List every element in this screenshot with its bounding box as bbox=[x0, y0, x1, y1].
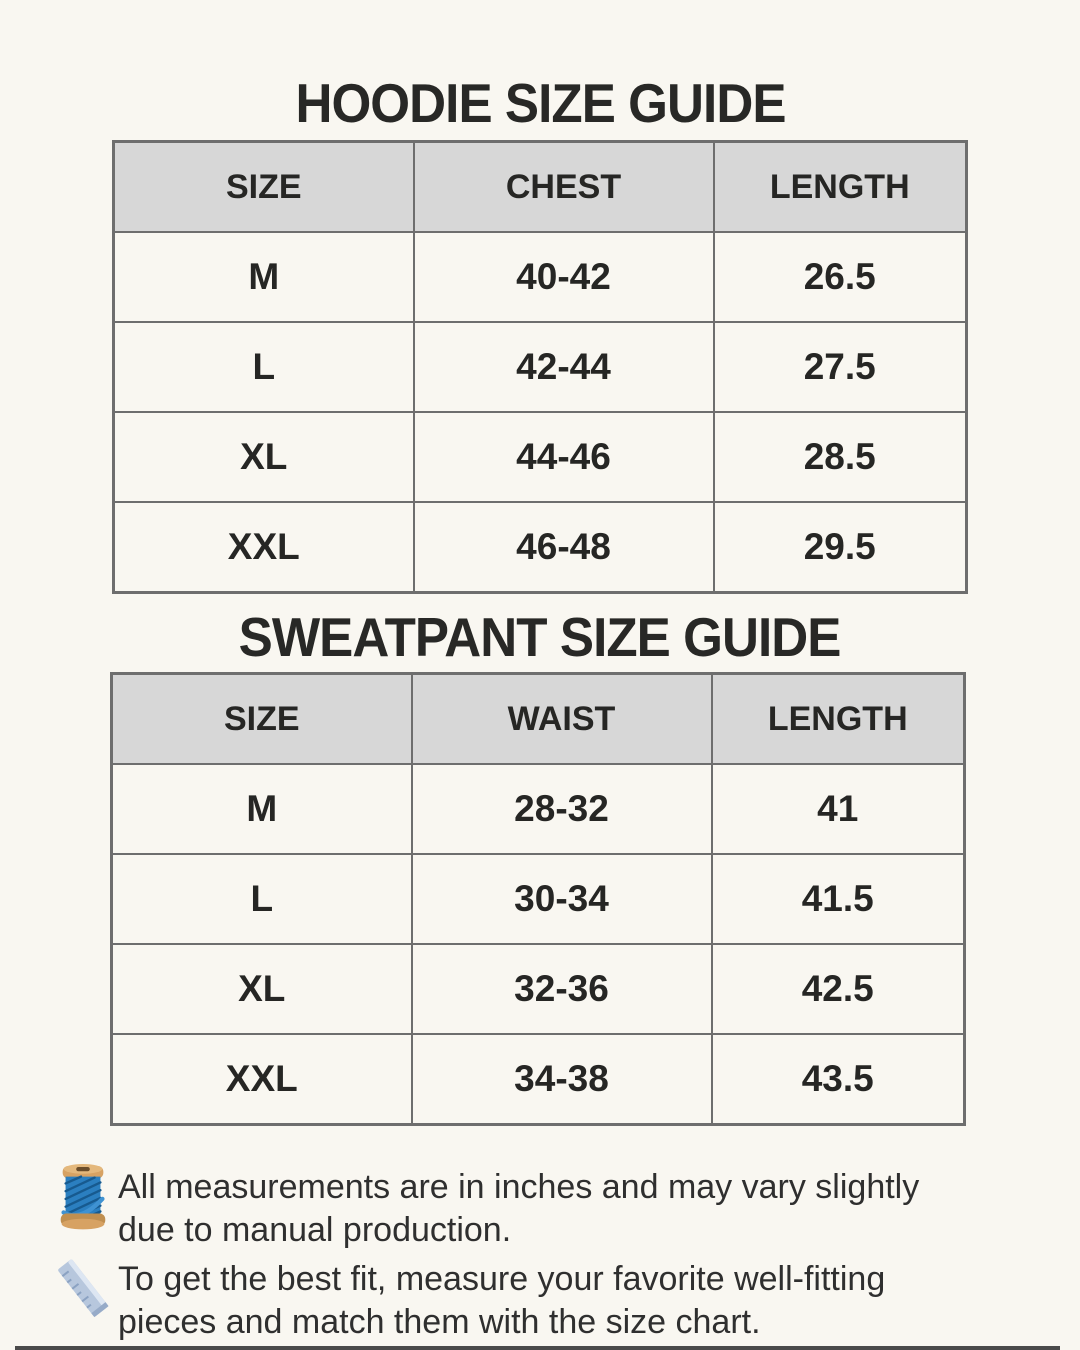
waist-cell: 34-38 bbox=[410, 1033, 713, 1126]
table-row: XXL 34-38 43.5 bbox=[110, 1033, 966, 1126]
length-cell: 29.5 bbox=[712, 501, 968, 594]
hoodie-col-length: LENGTH bbox=[712, 140, 968, 233]
hoodie-col-size: SIZE bbox=[112, 140, 415, 233]
length-cell: 27.5 bbox=[712, 321, 968, 413]
sweatpant-col-waist: WAIST bbox=[410, 672, 713, 765]
cutoff-divider bbox=[15, 1346, 1060, 1350]
thread-spool-icon bbox=[48, 1160, 118, 1232]
chest-cell: 40-42 bbox=[412, 231, 715, 323]
table-row: XL 32-36 42.5 bbox=[110, 943, 966, 1035]
size-cell: L bbox=[112, 321, 415, 413]
sweatpant-size-table: SIZE WAIST LENGTH M 28-32 41 L 30-34 41.… bbox=[110, 672, 966, 1126]
table-row: XXL 46-48 29.5 bbox=[112, 501, 968, 594]
note-line: All measurements are in inches and may v… bbox=[118, 1168, 920, 1206]
chest-cell: 46-48 bbox=[412, 501, 715, 594]
size-cell: XL bbox=[110, 943, 413, 1035]
hoodie-size-table: SIZE CHEST LENGTH M 40-42 26.5 L 42-44 2… bbox=[112, 140, 968, 594]
waist-cell: 28-32 bbox=[410, 763, 713, 855]
ruler-icon bbox=[48, 1252, 118, 1324]
footer-notes: All measurements are in inches and may v… bbox=[48, 1160, 1038, 1344]
note-measurements: All measurements are in inches and may v… bbox=[48, 1160, 1038, 1252]
length-cell: 41 bbox=[710, 763, 966, 855]
note-line: pieces and match them with the size char… bbox=[118, 1303, 761, 1341]
length-cell: 41.5 bbox=[710, 853, 966, 945]
note-fit-text: To get the best fit, measure your favori… bbox=[118, 1252, 885, 1344]
hoodie-guide-title: HOODIE SIZE GUIDE bbox=[0, 76, 1080, 131]
chest-cell: 42-44 bbox=[412, 321, 715, 413]
note-line: To get the best fit, measure your favori… bbox=[118, 1260, 886, 1298]
size-cell: XXL bbox=[112, 501, 415, 594]
size-cell: M bbox=[112, 231, 415, 323]
hoodie-header-row: SIZE CHEST LENGTH bbox=[112, 140, 968, 233]
length-cell: 28.5 bbox=[712, 411, 968, 503]
length-cell: 43.5 bbox=[710, 1033, 966, 1126]
note-line: due to manual production. bbox=[118, 1211, 512, 1249]
hoodie-guide-title-text: HOODIE SIZE GUIDE bbox=[294, 72, 786, 134]
table-row: L 42-44 27.5 bbox=[112, 321, 968, 413]
table-row: L 30-34 41.5 bbox=[110, 853, 966, 945]
waist-cell: 30-34 bbox=[410, 853, 713, 945]
table-row: M 28-32 41 bbox=[110, 763, 966, 855]
table-row: XL 44-46 28.5 bbox=[112, 411, 968, 503]
sweatpant-col-length: LENGTH bbox=[710, 672, 966, 765]
sweatpant-col-size: SIZE bbox=[110, 672, 413, 765]
waist-cell: 32-36 bbox=[410, 943, 713, 1035]
table-row: M 40-42 26.5 bbox=[112, 231, 968, 323]
size-cell: L bbox=[110, 853, 413, 945]
sweatpant-guide-title-text: SWEATPANT SIZE GUIDE bbox=[239, 606, 842, 668]
size-cell: XL bbox=[112, 411, 415, 503]
note-measurements-text: All measurements are in inches and may v… bbox=[118, 1160, 919, 1252]
note-fit: To get the best fit, measure your favori… bbox=[48, 1252, 1038, 1344]
sweatpant-guide-title: SWEATPANT SIZE GUIDE bbox=[0, 610, 1080, 665]
sweatpant-header-row: SIZE WAIST LENGTH bbox=[110, 672, 966, 765]
length-cell: 26.5 bbox=[712, 231, 968, 323]
size-cell: M bbox=[110, 763, 413, 855]
size-cell: XXL bbox=[110, 1033, 413, 1126]
hoodie-col-chest: CHEST bbox=[412, 140, 715, 233]
chest-cell: 44-46 bbox=[412, 411, 715, 503]
length-cell: 42.5 bbox=[710, 943, 966, 1035]
